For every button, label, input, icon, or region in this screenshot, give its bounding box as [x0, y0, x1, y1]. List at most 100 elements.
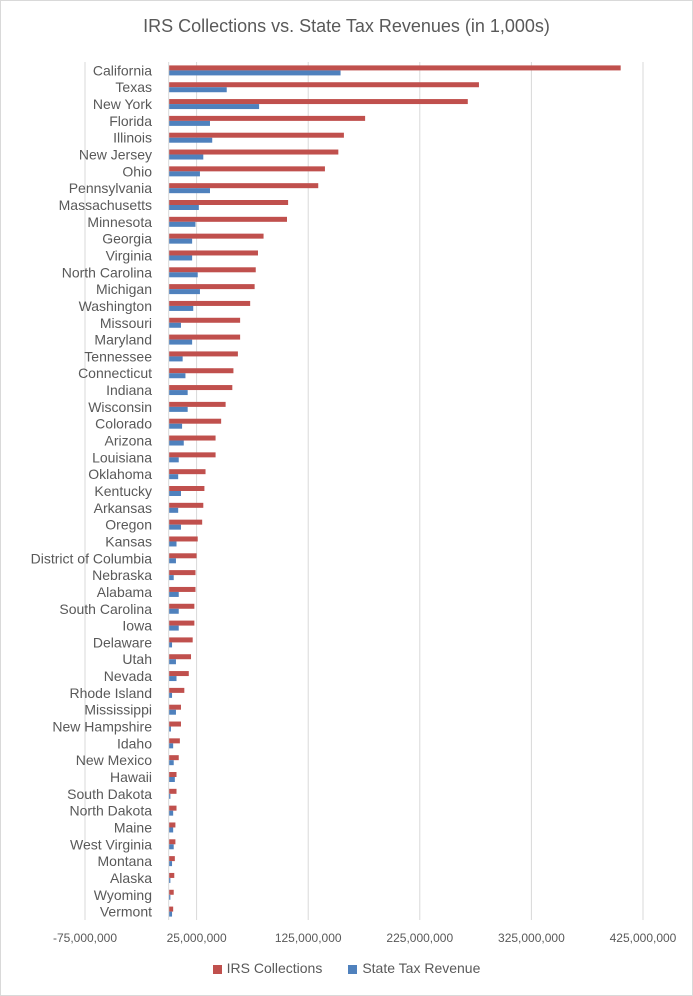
bar-state-tax-revenue — [168, 171, 200, 177]
category-label: Oklahoma — [88, 466, 152, 482]
category-label: Georgia — [102, 231, 152, 247]
bar-state-tax-revenue — [168, 356, 183, 362]
category-label: Missouri — [100, 315, 152, 331]
bar-irs-collections — [168, 65, 621, 71]
bar-irs-collections — [168, 250, 258, 256]
bar-irs-collections — [168, 300, 251, 306]
bar-state-tax-revenue — [168, 507, 179, 513]
category-label: Illinois — [113, 130, 152, 146]
x-tick-label: 425,000,000 — [610, 931, 677, 945]
category-label: Delaware — [93, 634, 152, 650]
category-label: Wyoming — [94, 887, 152, 903]
bar-irs-collections — [168, 486, 205, 491]
legend-swatch-irs — [212, 964, 222, 974]
bar-irs-collections — [168, 334, 241, 340]
bar-irs-collections — [168, 82, 479, 88]
bar-irs-collections — [168, 502, 204, 508]
bar-state-tax-revenue — [168, 861, 173, 867]
category-label: Oregon — [105, 517, 152, 533]
bar-irs-collections — [168, 267, 256, 273]
category-label: Rhode Island — [69, 685, 152, 701]
bar-irs-collections — [168, 822, 176, 828]
bar-irs-collections — [168, 351, 238, 357]
bar-irs-collections — [168, 149, 339, 155]
bar-irs-collections — [168, 687, 185, 693]
category-label: Colorado — [95, 416, 152, 432]
category-label: North Dakota — [70, 803, 153, 819]
bar-state-tax-revenue — [168, 591, 179, 597]
bar-irs-collections — [168, 603, 195, 609]
category-label: Massachusetts — [59, 197, 152, 213]
category-label: South Carolina — [59, 601, 152, 617]
bar-state-tax-revenue — [168, 524, 181, 530]
category-label: Michigan — [96, 281, 152, 297]
legend-swatch-state — [348, 964, 358, 974]
category-label: Connecticut — [78, 365, 152, 381]
bar-irs-collections — [168, 385, 233, 391]
category-label: Nebraska — [92, 567, 152, 583]
category-label: Louisiana — [92, 449, 152, 465]
category-label: Montana — [98, 853, 153, 869]
category-label: Maine — [114, 819, 152, 835]
bar-irs-collections — [168, 536, 198, 542]
x-tick-label: -75,000,000 — [53, 931, 117, 945]
bar-state-tax-revenue — [168, 272, 198, 278]
category-label: New Jersey — [79, 147, 152, 163]
bar-state-tax-revenue — [168, 642, 173, 648]
bar-state-tax-revenue — [168, 188, 210, 194]
bar-irs-collections — [168, 401, 226, 407]
bar-irs-collections — [168, 704, 181, 710]
bar-state-tax-revenue — [168, 205, 199, 210]
category-label: Virginia — [106, 247, 153, 263]
bar-state-tax-revenue — [168, 894, 171, 900]
category-label: Vermont — [100, 904, 152, 920]
bar-state-tax-revenue — [168, 692, 173, 698]
bar-irs-collections — [168, 570, 196, 576]
bar-state-tax-revenue — [168, 423, 183, 429]
bar-irs-collections — [168, 586, 196, 592]
category-label: Texas — [115, 79, 152, 95]
x-tick-label: 225,000,000 — [386, 931, 453, 945]
legend-label-irs: IRS Collections — [226, 960, 323, 976]
legend-label-state: State Tax Revenue — [362, 960, 481, 976]
bar-state-tax-revenue — [168, 844, 174, 850]
bar-state-tax-revenue — [168, 339, 193, 345]
category-label: Tennessee — [84, 348, 152, 364]
category-label: Utah — [122, 651, 152, 667]
bar-state-tax-revenue — [168, 625, 179, 631]
bar-state-tax-revenue — [168, 406, 188, 412]
bar-state-tax-revenue — [168, 827, 174, 833]
category-label: New York — [93, 96, 153, 112]
bar-irs-collections — [168, 519, 203, 525]
category-label: Mississippi — [84, 702, 152, 718]
bar-state-tax-revenue — [168, 810, 174, 816]
bar-irs-collections — [168, 99, 468, 105]
category-label: Indiana — [106, 382, 152, 398]
bar-state-tax-revenue — [168, 457, 179, 463]
bar-irs-collections — [168, 805, 177, 811]
category-label: North Carolina — [62, 264, 152, 280]
bar-irs-collections — [168, 284, 255, 290]
bar-state-tax-revenue — [168, 373, 186, 379]
bar-irs-collections — [168, 368, 234, 374]
category-label: Arizona — [105, 433, 153, 449]
bar-state-tax-revenue — [168, 760, 174, 766]
category-label: Washington — [79, 298, 152, 314]
legend-item-irs: IRS Collections — [212, 960, 323, 976]
bar-state-tax-revenue — [168, 70, 341, 76]
category-label: Alaska — [110, 870, 152, 886]
bar-state-tax-revenue — [168, 575, 174, 581]
bar-irs-collections — [168, 788, 177, 794]
bar-state-tax-revenue — [168, 137, 213, 143]
bar-irs-collections — [168, 738, 180, 744]
bar-state-tax-revenue — [168, 541, 177, 547]
bar-state-tax-revenue — [168, 289, 200, 295]
x-tick-label: 325,000,000 — [498, 931, 565, 945]
bar-state-tax-revenue — [168, 877, 171, 883]
bar-state-tax-revenue — [168, 709, 176, 715]
bar-irs-collections — [168, 166, 325, 172]
category-label: District of Columbia — [31, 550, 153, 566]
category-label: New Mexico — [76, 752, 152, 768]
bar-state-tax-revenue — [168, 659, 176, 665]
